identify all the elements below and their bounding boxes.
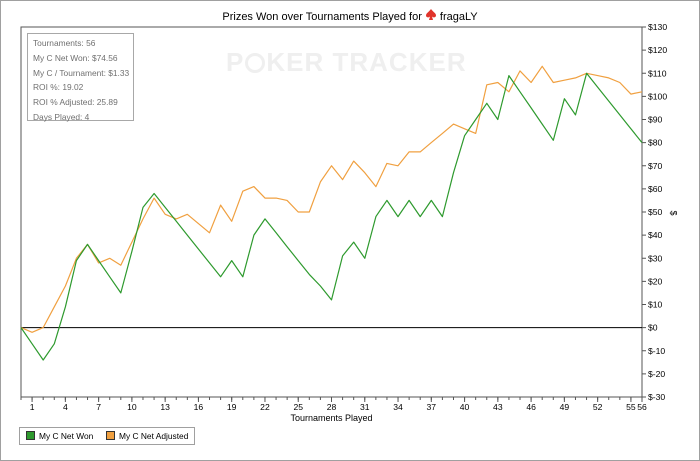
stat-per-tournament: My C / Tournament: $1.33: [33, 67, 130, 78]
y-tick-label: $10: [648, 300, 663, 310]
spade-icon: [425, 9, 437, 23]
y-tick-label: $90: [648, 115, 663, 125]
x-tick-label: 4: [63, 402, 68, 412]
x-tick-label: 46: [526, 402, 536, 412]
legend-item-net-adjusted: My C Net Adjusted: [106, 431, 188, 441]
chart-title-text: Prizes Won over Tournaments Played for: [222, 11, 422, 23]
x-axis-label: Tournaments Played: [290, 413, 372, 423]
x-tick-label: 1: [30, 402, 35, 412]
x-tick-label: 56: [637, 402, 647, 412]
series-line-net-adjusted: [20, 65, 643, 333]
y-tick-label: $-20: [648, 369, 665, 379]
x-tick-label: 37: [427, 402, 437, 412]
y-tick-label: $70: [648, 161, 663, 171]
series-line-net-won: [20, 72, 643, 361]
x-tick-label: 49: [560, 402, 570, 412]
legend-label-net-won: My C Net Won: [39, 431, 94, 441]
stat-net-won: My C Net Won: $74.56: [33, 52, 118, 63]
x-tick-label: 13: [160, 402, 170, 412]
legend-label-net-adjusted: My C Net Adjusted: [119, 431, 189, 441]
x-tick-label: 16: [194, 402, 204, 412]
player-name: fragaLY: [439, 11, 478, 23]
legend-item-net-won: My C Net Won: [26, 431, 93, 441]
x-tick-label: 34: [393, 402, 403, 412]
stat-days-played: Days Played: 4: [33, 111, 90, 122]
y-tick-label: $0: [648, 323, 658, 333]
x-tick-label: 43: [493, 402, 503, 412]
chart-series: [20, 65, 643, 361]
y-tick-label: $20: [648, 276, 663, 286]
stat-tournaments: Tournaments: 56: [33, 38, 96, 48]
y-tick-label: $30: [648, 253, 663, 263]
y-tick-label: $80: [648, 138, 663, 148]
x-tick-label: 25: [293, 402, 303, 412]
stat-roi-adjusted: ROI % Adjusted: 25.89: [33, 97, 118, 108]
y-axis-label: $: [668, 210, 679, 216]
x-tick-label: 31: [360, 402, 370, 412]
x-tick-label: 22: [260, 402, 270, 412]
poker-tracker-watermark: P KER TRACKER: [226, 47, 467, 77]
y-tick-label: $120: [648, 45, 667, 55]
y-tick-label: $130: [648, 22, 667, 32]
legend-swatch-net-won: [26, 431, 35, 440]
y-tick-label: $40: [648, 230, 663, 240]
y-tick-label: $100: [648, 91, 667, 101]
legend-swatch-net-adjusted: [106, 431, 115, 440]
chart-legend: My C Net Won My C Net Adjusted: [19, 427, 195, 445]
x-tick-label: 10: [127, 402, 137, 412]
y-tick-label: $60: [648, 184, 663, 194]
poker-chip-icon: [245, 53, 266, 73]
stats-box: Tournaments: 56 My C Net Won: $74.56 My …: [27, 33, 134, 122]
y-tick-label: $-10: [648, 346, 665, 356]
x-tick-label: 40: [460, 402, 470, 412]
x-tick-label: 19: [227, 402, 237, 412]
chart-title: Prizes Won over Tournaments Played for fr…: [0, 9, 700, 23]
y-tick-label: $110: [648, 68, 667, 78]
stat-roi: ROI %: 19.02: [33, 82, 84, 93]
chart-axes: $130 $120 $110 $100 $90 $80 $70 $60 $50 $40 $30 $20…: [20, 22, 667, 423]
y-tick-label: $50: [648, 207, 663, 217]
x-tick-label: 28: [327, 402, 337, 412]
x-tick-label: 55: [626, 402, 636, 412]
x-tick-label: 7: [96, 402, 101, 412]
x-tick-label: 52: [593, 402, 603, 412]
y-tick-label: $-30: [648, 392, 665, 402]
